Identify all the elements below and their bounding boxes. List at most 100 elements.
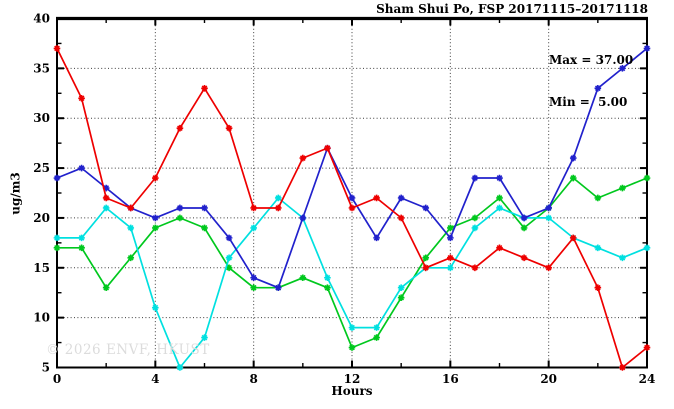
cyan-series-marker bbox=[324, 274, 331, 282]
watermark: © 2026 ENVF, HKUST bbox=[46, 342, 210, 358]
blue-series-marker bbox=[447, 234, 454, 242]
cyan-series-marker bbox=[152, 304, 159, 311]
blue-series-marker bbox=[102, 184, 110, 192]
blue-series-marker bbox=[471, 174, 479, 182]
cyan-series-marker bbox=[250, 224, 257, 232]
red-series-marker bbox=[520, 254, 528, 262]
red-series-marker bbox=[324, 144, 331, 152]
red-series bbox=[53, 45, 651, 371]
cyan-series-marker bbox=[594, 244, 602, 252]
green-series-marker bbox=[225, 264, 233, 272]
green-series-marker bbox=[299, 274, 307, 282]
max-value-label: Max = 37.00 bbox=[549, 53, 634, 67]
red-series-marker bbox=[225, 124, 233, 132]
x-tick-label: 12 bbox=[344, 372, 361, 386]
green-series-marker bbox=[619, 184, 626, 192]
red-series-marker bbox=[201, 85, 208, 92]
green-series-marker bbox=[594, 194, 602, 202]
blue-series-marker bbox=[545, 204, 552, 212]
y-tick-label: 15 bbox=[33, 261, 50, 275]
blue-series-marker bbox=[299, 214, 307, 222]
blue-series-marker bbox=[569, 154, 577, 162]
y-tick-label: 40 bbox=[33, 12, 50, 26]
cyan-series-marker bbox=[348, 324, 356, 331]
minmax-annotation: Max = 37.00 Min = 5.00 bbox=[549, 25, 633, 137]
blue-series-marker bbox=[619, 65, 626, 72]
green-series-marker bbox=[152, 224, 159, 232]
y-tick-label: 5 bbox=[42, 361, 50, 375]
blue-series-marker bbox=[176, 204, 184, 212]
cyan-series-marker bbox=[225, 254, 233, 262]
red-series-marker bbox=[447, 254, 454, 262]
blue-series-marker bbox=[520, 214, 528, 222]
green-series-marker bbox=[201, 224, 208, 232]
green-series-marker bbox=[447, 224, 454, 232]
red-series-marker bbox=[299, 154, 307, 162]
green-series-marker bbox=[471, 214, 479, 222]
page-title: Sham Shui Po, FSP 20171115–20171118 bbox=[376, 2, 648, 16]
cyan-series-marker bbox=[274, 194, 282, 202]
red-series-marker bbox=[250, 204, 257, 212]
x-tick-label: 24 bbox=[639, 372, 656, 386]
green-series-marker bbox=[127, 254, 135, 262]
cyan-series-marker bbox=[53, 234, 61, 242]
axis-ticks bbox=[56, 17, 648, 369]
y-tick-label: 25 bbox=[33, 161, 50, 175]
red-series-marker bbox=[643, 344, 651, 351]
x-tick-label: 4 bbox=[151, 372, 159, 386]
cyan-series-marker bbox=[201, 334, 208, 341]
cyan-series-marker bbox=[127, 224, 135, 232]
min-value-label: Min = 5.00 bbox=[549, 95, 628, 109]
y-tick-label: 35 bbox=[33, 61, 50, 75]
blue-series-marker bbox=[274, 284, 282, 292]
cyan-series-marker bbox=[447, 264, 454, 272]
red-series-marker bbox=[471, 264, 479, 272]
x-axis-label: Hours bbox=[331, 384, 373, 398]
cyan-series-marker bbox=[619, 254, 626, 262]
red-series-marker bbox=[127, 204, 135, 212]
x-tick-label: 0 bbox=[53, 372, 61, 386]
green-series-marker bbox=[496, 194, 503, 202]
red-series-marker bbox=[373, 194, 380, 202]
green-series-marker bbox=[176, 214, 184, 222]
tick-labels: 0 4 8 12 16 20 24 5 10 15 20 25 30 35 40 bbox=[33, 12, 655, 387]
red-series-marker bbox=[78, 94, 85, 102]
red-series-marker bbox=[422, 264, 430, 272]
y-tick-label: 20 bbox=[33, 211, 50, 225]
blue-series-marker bbox=[594, 85, 602, 92]
green-series-marker bbox=[643, 174, 651, 182]
blue-series-marker bbox=[225, 234, 233, 242]
red-series-marker bbox=[348, 204, 356, 212]
blue-series-marker bbox=[643, 45, 651, 52]
blue-series-marker bbox=[348, 194, 356, 202]
cyan-series-marker bbox=[102, 204, 110, 212]
green-series-line bbox=[57, 177, 648, 349]
gridlines bbox=[57, 18, 647, 368]
red-series-marker bbox=[274, 204, 282, 212]
blue-series bbox=[53, 45, 651, 292]
blue-series-marker bbox=[373, 234, 380, 242]
green-series-marker bbox=[102, 284, 110, 292]
blue-series-marker bbox=[397, 194, 405, 202]
red-series-marker bbox=[102, 194, 110, 202]
red-series-marker bbox=[397, 214, 405, 222]
x-tick-label: 16 bbox=[442, 372, 459, 386]
green-series-marker bbox=[520, 224, 528, 232]
y-axis-label: ug/m3 bbox=[8, 172, 23, 215]
blue-series-marker bbox=[201, 204, 208, 212]
blue-series-marker bbox=[496, 174, 503, 182]
green-series-marker bbox=[78, 244, 85, 252]
red-series-marker bbox=[53, 45, 61, 52]
red-series-marker bbox=[545, 264, 552, 272]
green-series-marker bbox=[250, 284, 257, 292]
green-series-marker bbox=[324, 284, 331, 292]
red-series-marker bbox=[569, 234, 577, 242]
cyan-series-marker bbox=[397, 284, 405, 292]
green-series-marker bbox=[422, 254, 430, 262]
green-series-marker bbox=[348, 344, 356, 351]
blue-series-marker bbox=[422, 204, 430, 212]
red-series-marker bbox=[176, 124, 184, 132]
cyan-series-marker bbox=[496, 204, 503, 212]
green-series-marker bbox=[397, 294, 405, 301]
